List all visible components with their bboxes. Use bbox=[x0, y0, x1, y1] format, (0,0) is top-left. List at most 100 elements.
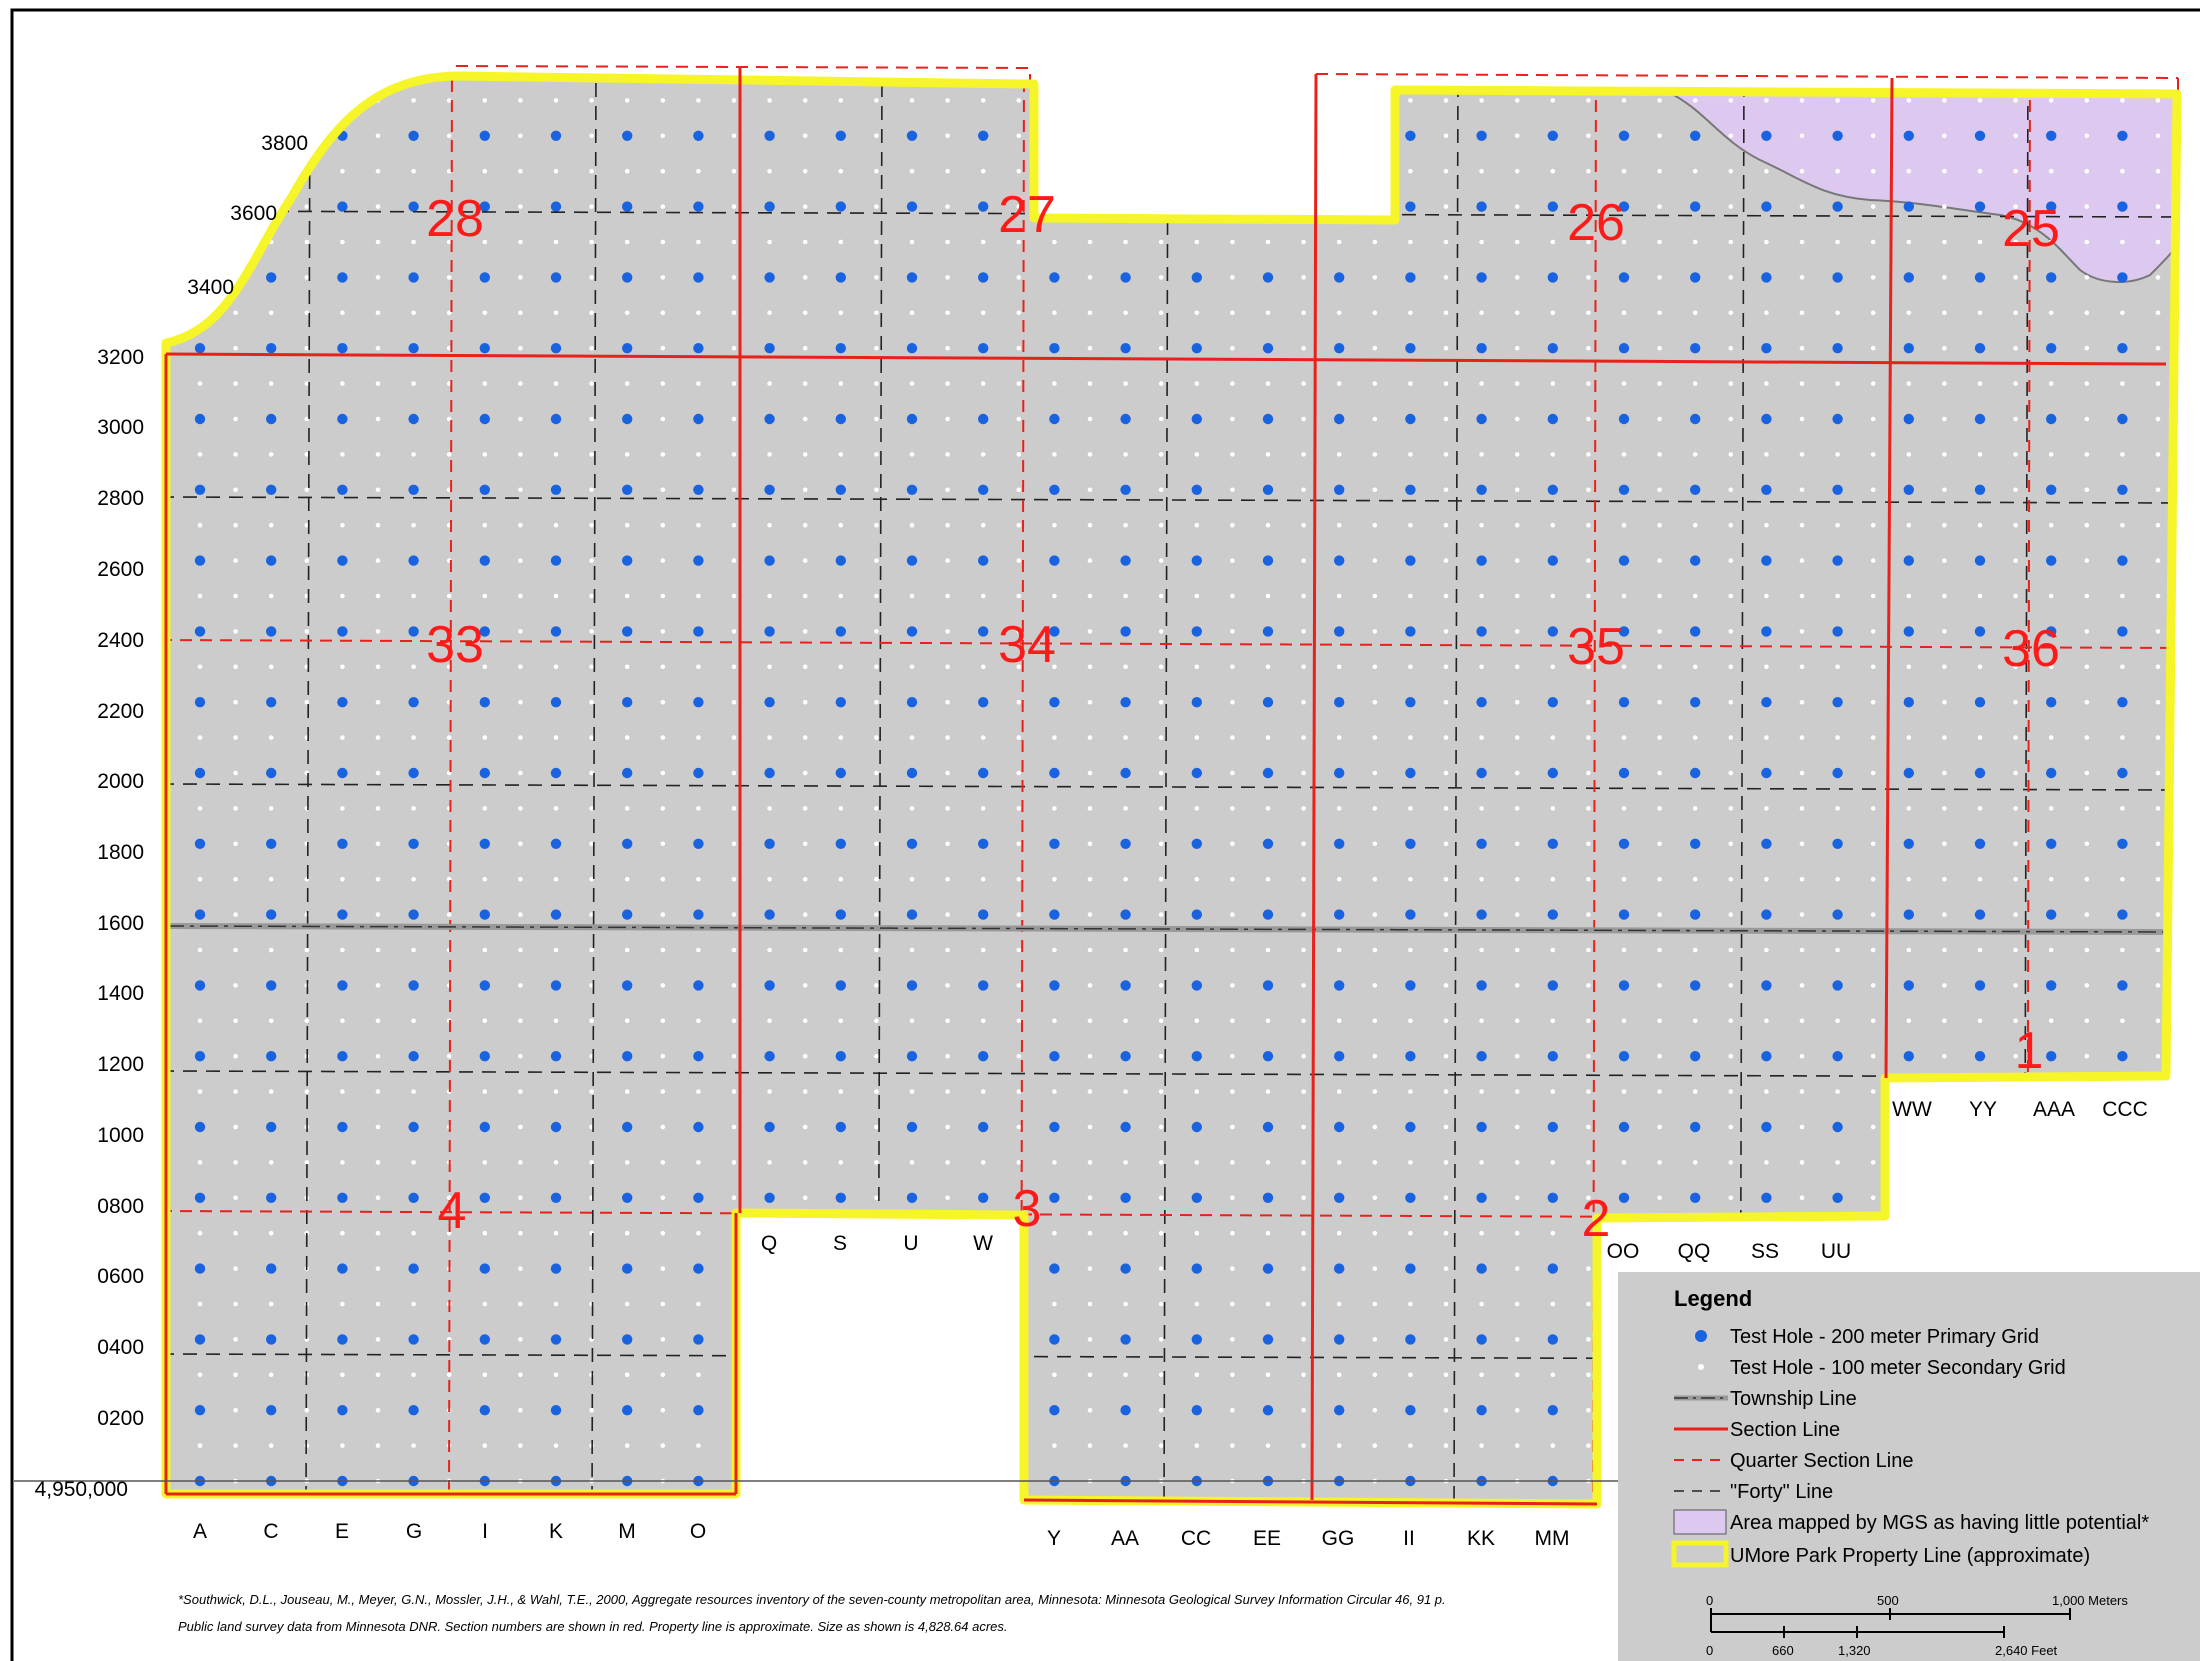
primary-test-hole bbox=[978, 1405, 989, 1416]
primary-test-hole bbox=[1120, 626, 1131, 637]
secondary-test-hole bbox=[1514, 98, 1520, 103]
x-label: I bbox=[482, 1520, 488, 1543]
secondary-test-hole bbox=[767, 876, 772, 882]
x-label: SS bbox=[1751, 1240, 1779, 1263]
secondary-test-hole bbox=[767, 1301, 772, 1307]
primary-test-hole bbox=[1405, 1121, 1416, 1133]
secondary-test-hole bbox=[554, 1514, 559, 1519]
primary-test-hole bbox=[1832, 697, 1843, 708]
secondary-test-hole bbox=[553, 1018, 559, 1024]
secondary-test-hole bbox=[518, 912, 523, 917]
secondary-test-hole bbox=[2084, 133, 2090, 139]
secondary-test-hole bbox=[1301, 522, 1306, 528]
secondary-test-hole bbox=[660, 912, 666, 917]
secondary-test-hole bbox=[1123, 1160, 1128, 1165]
secondary-test-hole bbox=[518, 983, 523, 988]
secondary-test-hole bbox=[1514, 1195, 1520, 1201]
secondary-test-hole bbox=[518, 1514, 523, 1519]
primary-test-hole bbox=[194, 838, 206, 849]
secondary-test-hole bbox=[233, 1230, 238, 1236]
primary-test-hole bbox=[622, 1405, 633, 1416]
primary-test-hole bbox=[622, 626, 633, 637]
secondary-test-hole bbox=[1977, 593, 1983, 599]
primary-test-hole bbox=[2046, 697, 2057, 708]
primary-test-hole bbox=[1974, 1121, 1986, 1133]
secondary-test-hole bbox=[1408, 452, 1413, 457]
secondary-test-hole bbox=[589, 629, 594, 634]
secondary-test-hole bbox=[268, 593, 274, 599]
primary-test-hole bbox=[1974, 909, 1986, 920]
secondary-test-hole bbox=[1550, 876, 1556, 882]
primary-test-hole bbox=[764, 697, 775, 708]
secondary-test-hole bbox=[731, 310, 737, 316]
primary-test-hole bbox=[2117, 60, 2127, 70]
secondary-test-hole bbox=[2048, 522, 2054, 528]
secondary-test-hole bbox=[518, 522, 523, 528]
secondary-test-hole bbox=[624, 1018, 630, 1024]
secondary-test-hole bbox=[1443, 664, 1449, 670]
primary-test-hole bbox=[1120, 767, 1131, 779]
secondary-test-hole bbox=[1087, 168, 1093, 174]
secondary-test-hole bbox=[1657, 558, 1662, 563]
secondary-test-hole bbox=[233, 841, 238, 847]
secondary-test-hole bbox=[980, 806, 986, 811]
secondary-test-hole bbox=[1657, 168, 1662, 174]
secondary-test-hole bbox=[304, 1089, 310, 1094]
secondary-test-hole bbox=[1087, 1443, 1093, 1448]
secondary-test-hole bbox=[233, 947, 238, 953]
secondary-test-hole bbox=[1408, 310, 1413, 316]
secondary-test-hole bbox=[1016, 983, 1022, 988]
secondary-test-hole bbox=[1408, 381, 1413, 386]
secondary-test-hole bbox=[411, 1372, 416, 1378]
secondary-test-hole bbox=[802, 310, 808, 316]
secondary-test-hole bbox=[589, 699, 594, 705]
secondary-test-hole bbox=[1443, 1195, 1449, 1201]
primary-test-hole bbox=[1547, 626, 1559, 637]
y-label: 2600 bbox=[97, 558, 144, 581]
secondary-test-hole bbox=[945, 487, 950, 493]
primary-test-hole bbox=[1832, 201, 1843, 212]
primary-test-hole bbox=[1476, 767, 1487, 779]
secondary-test-hole bbox=[802, 345, 808, 351]
secondary-test-hole bbox=[1764, 310, 1769, 316]
primary-test-hole bbox=[1618, 626, 1630, 637]
secondary-test-hole bbox=[1016, 629, 1022, 634]
primary-test-hole bbox=[764, 413, 775, 425]
primary-test-hole bbox=[1334, 909, 1345, 920]
secondary-test-hole bbox=[1514, 699, 1520, 705]
secondary-test-hole bbox=[1372, 487, 1378, 493]
secondary-test-hole bbox=[1906, 735, 1912, 740]
secondary-test-hole bbox=[1764, 239, 1769, 245]
secondary-test-hole bbox=[1870, 593, 1876, 599]
secondary-test-hole bbox=[2155, 664, 2161, 670]
secondary-test-hole bbox=[945, 876, 950, 882]
secondary-test-hole bbox=[1301, 664, 1306, 670]
secondary-test-hole bbox=[1016, 1124, 1022, 1130]
primary-test-hole bbox=[2046, 60, 2056, 70]
primary-test-hole bbox=[194, 767, 206, 779]
primary-test-hole bbox=[1974, 626, 1986, 637]
secondary-test-hole bbox=[1621, 593, 1627, 599]
secondary-test-hole bbox=[233, 416, 238, 422]
primary-test-hole bbox=[1974, 130, 1986, 141]
primary-test-hole bbox=[1120, 484, 1131, 495]
secondary-test-hole bbox=[1870, 1053, 1876, 1059]
secondary-test-hole bbox=[553, 1301, 559, 1307]
legend-title: Legend bbox=[1674, 1286, 1752, 1311]
secondary-test-hole bbox=[1158, 1053, 1164, 1059]
secondary-test-hole bbox=[2013, 983, 2018, 988]
secondary-test-hole bbox=[268, 876, 274, 882]
secondary-test-hole bbox=[2048, 947, 2054, 953]
secondary-test-hole bbox=[1301, 275, 1306, 280]
secondary-test-hole bbox=[1621, 1089, 1627, 1094]
secondary-test-hole bbox=[874, 1372, 879, 1378]
secondary-test-hole bbox=[2084, 806, 2090, 811]
primary-test-hole bbox=[479, 130, 490, 141]
primary-test-hole bbox=[1903, 201, 1915, 212]
secondary-test-hole bbox=[1835, 1089, 1840, 1094]
secondary-test-hole bbox=[268, 98, 274, 103]
secondary-test-hole bbox=[1052, 452, 1057, 457]
primary-test-hole bbox=[1618, 1192, 1630, 1204]
secondary-test-hole bbox=[909, 593, 915, 599]
secondary-test-hole bbox=[553, 1230, 559, 1236]
